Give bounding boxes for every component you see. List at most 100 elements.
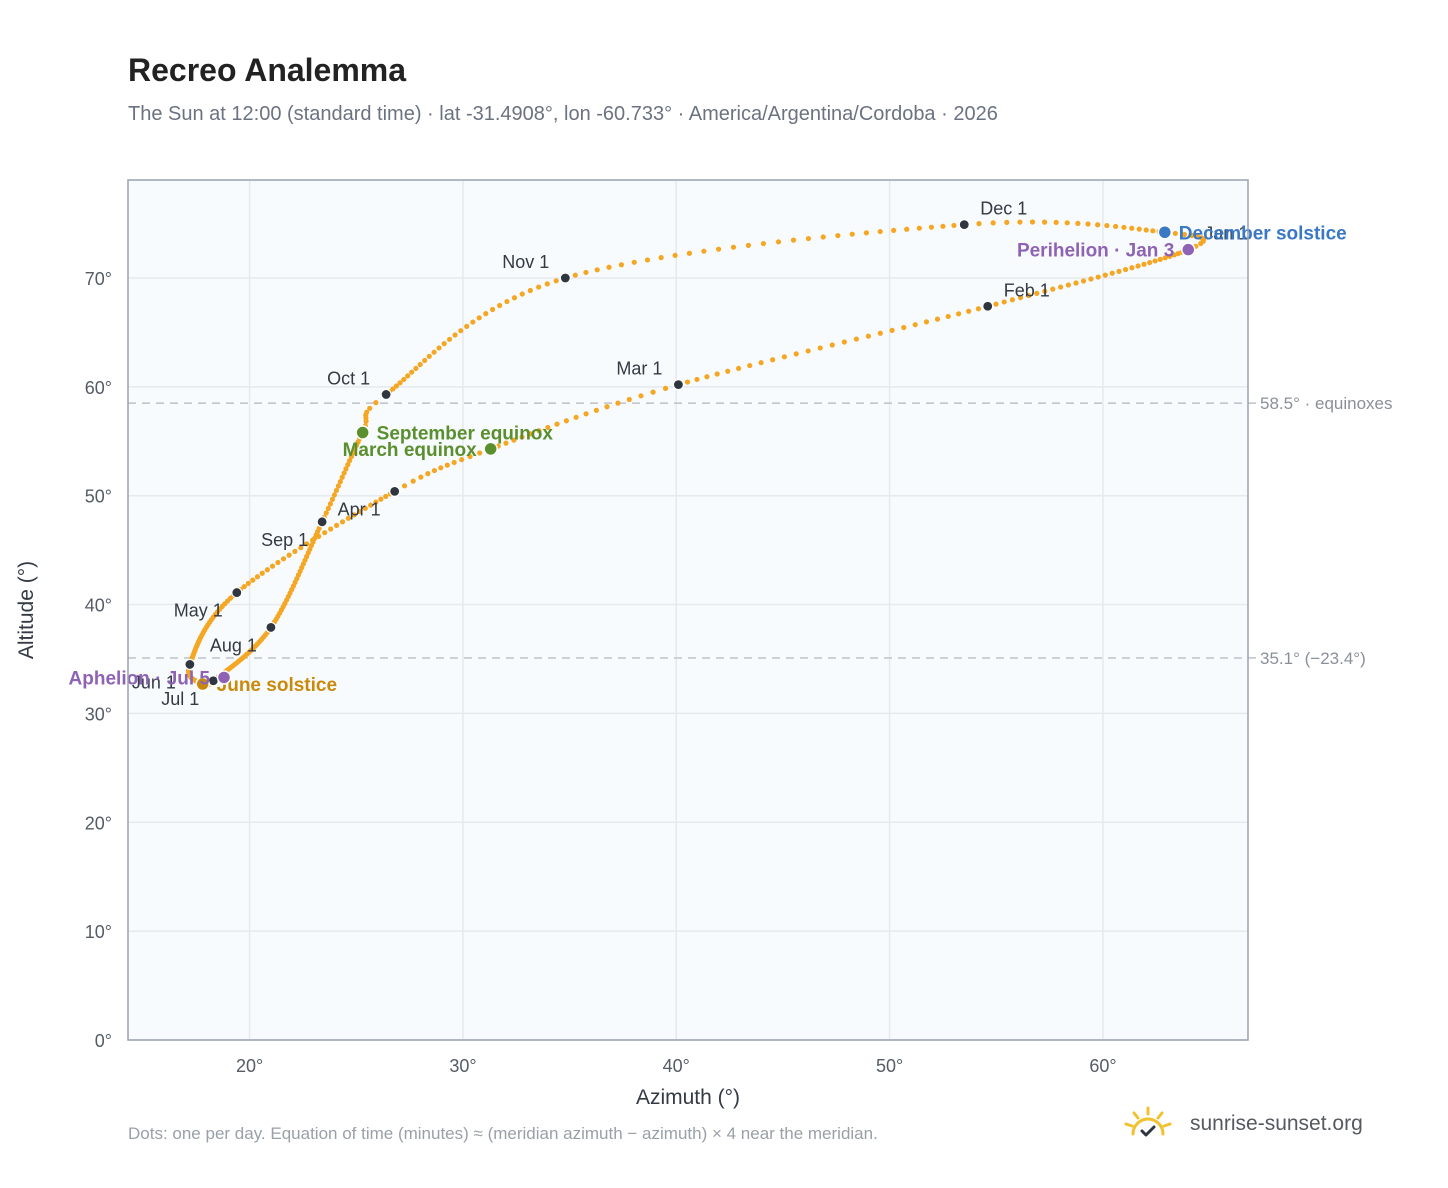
daily-dot: [339, 519, 346, 525]
daily-dot: [644, 257, 651, 263]
daily-dot: [519, 434, 525, 440]
daily-dot: [367, 405, 373, 411]
daily-dot: [264, 567, 270, 573]
reference-line-label: 58.5° · equinoxes: [1260, 394, 1393, 413]
daily-dot: [1141, 261, 1147, 267]
daily-dot: [990, 220, 996, 226]
daily-dot: [417, 361, 423, 368]
month-marker: [672, 379, 685, 391]
daily-dot: [1129, 265, 1135, 271]
month-marker-label: Jan 1: [1204, 224, 1248, 244]
daily-dot: [327, 501, 333, 507]
daily-dot: [976, 221, 982, 227]
daily-dot: [470, 319, 476, 325]
daily-dot: [544, 281, 550, 287]
daily-dot: [817, 345, 823, 351]
event-marker: [195, 676, 210, 692]
daily-dot: [250, 577, 256, 583]
daily-dot: [425, 471, 431, 477]
daily-dot: [536, 284, 542, 290]
month-marker: [380, 388, 392, 401]
daily-dot: [1167, 253, 1173, 259]
event-label: September equinox: [377, 424, 554, 445]
daily-dot: [1064, 220, 1070, 226]
daily-dot: [1034, 290, 1040, 296]
month-marker-label: Oct 1: [327, 368, 370, 388]
daily-dot: [594, 267, 600, 273]
daily-dot: [298, 545, 304, 551]
daily-dot: [1080, 278, 1087, 284]
event-label: December solstice: [1179, 223, 1347, 244]
daily-dot: [335, 483, 341, 489]
reference-lines: 58.5° · equinoxes 35.1° (−23.4°): [128, 394, 1393, 668]
daily-dot: [368, 502, 374, 508]
event-marker: [216, 670, 232, 685]
daily-dot: [993, 301, 999, 307]
daily-dot: [672, 252, 678, 259]
daily-dot: [345, 515, 351, 521]
daily-dot: [877, 228, 883, 235]
brand[interactable]: sunrise-sunset.org: [1120, 1102, 1363, 1146]
daily-dot: [1195, 234, 1201, 240]
month-marker-label: Apr 1: [338, 499, 381, 519]
daily-dot: [1001, 299, 1007, 305]
daily-dot: [1162, 255, 1168, 261]
daily-dot: [841, 339, 847, 345]
daily-dot: [1171, 252, 1177, 258]
daily-dot: [1198, 240, 1204, 247]
daily-dot: [770, 357, 776, 363]
daily-dot: [593, 407, 599, 413]
daily-dot: [458, 328, 464, 334]
daily-dot: [940, 223, 946, 229]
daily-dot: [325, 505, 331, 512]
daily-dot: [793, 351, 799, 357]
daily-dot: [891, 227, 897, 233]
daily-dot: [849, 231, 855, 237]
daily-dot: [329, 496, 336, 503]
event-label: Perihelion · Jan 3: [1017, 241, 1174, 262]
daily-dot: [452, 332, 458, 338]
daily-dot: [441, 341, 447, 347]
daily-dot: [413, 365, 419, 372]
footnote: Dots: one per day. Equation of time (min…: [128, 1124, 878, 1143]
y-tick-label: 30°: [85, 704, 112, 724]
daily-dot: [418, 474, 424, 480]
daily-dot: [904, 226, 910, 232]
event-marker: [483, 441, 498, 457]
daily-dot: [497, 302, 503, 309]
daily-dot: [745, 242, 752, 248]
daily-dot: [489, 306, 496, 313]
daily-dot: [662, 385, 669, 392]
daily-dot: [1050, 286, 1056, 292]
daily-dot: [1113, 223, 1119, 230]
daily-dot: [536, 428, 542, 434]
daily-dot: [1017, 219, 1023, 225]
month-marker-label: Dec 1: [980, 199, 1027, 219]
month-marker: [389, 485, 401, 497]
daily-dot: [1058, 284, 1064, 290]
daily-dot: [245, 580, 251, 586]
month-marker-label: Nov 1: [502, 252, 549, 272]
daily-dot: [483, 311, 489, 317]
month-marker: [231, 586, 243, 599]
x-tick-label: 20°: [236, 1056, 263, 1076]
event-marker: [1181, 242, 1196, 257]
daily-dot: [1104, 222, 1110, 229]
daily-dot: [364, 409, 370, 415]
daily-dot: [467, 453, 473, 460]
y-tick-label: 60°: [85, 378, 112, 398]
daily-dot: [328, 526, 334, 532]
daily-dot: [422, 357, 428, 364]
axis-ticks: 20° 30° 40° 50° 60° 0° 10° 20° 30° 40° 50° 60° 70°: [85, 269, 1117, 1076]
daily-dot: [853, 336, 859, 342]
daily-dot: [292, 548, 298, 554]
daily-dot: [397, 380, 403, 386]
daily-dot: [1109, 270, 1115, 276]
daily-dot: [758, 360, 764, 366]
brand-text[interactable]: sunrise-sunset.org: [1190, 1112, 1363, 1135]
daily-dot: [322, 530, 328, 536]
daily-dot: [254, 574, 261, 580]
daily-dot: [716, 246, 722, 252]
daily-dot: [725, 368, 731, 374]
